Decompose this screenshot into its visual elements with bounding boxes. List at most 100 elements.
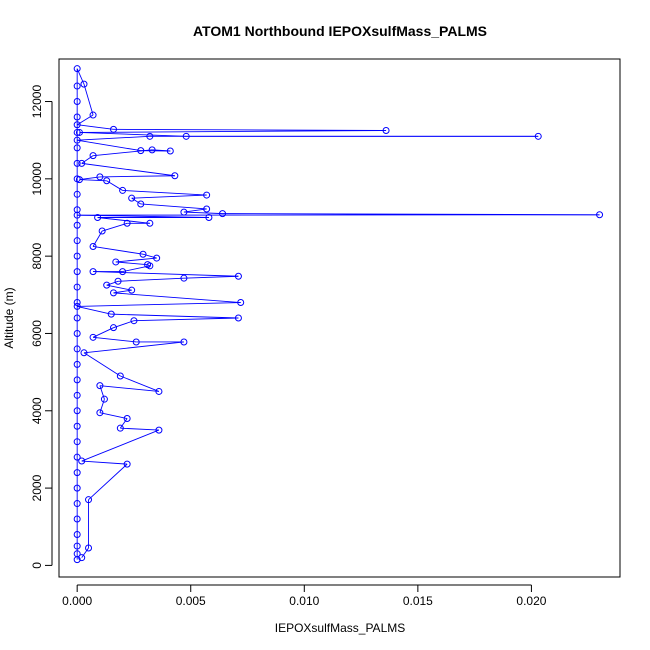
series-segment [93,149,153,157]
series-segment [106,284,132,291]
data-point [110,324,118,332]
data-point [73,136,81,144]
data-point [73,500,81,508]
y-axis: 0 2000 4000 6000 8000 10000 12000 [30,85,53,569]
series-segment [122,189,207,196]
data-point [146,219,154,227]
data-point [73,283,81,291]
series-segment [131,194,207,199]
data-point [73,407,81,415]
series-segment [113,292,241,303]
data-point [73,65,81,73]
data-point [103,177,111,185]
data-point [73,329,81,337]
data-point [73,221,81,229]
series-segment [183,208,207,213]
series-segment [93,271,239,277]
series-segment [142,253,157,259]
data-point [85,544,93,552]
data-point [203,205,211,213]
series-segment [77,305,112,315]
series-segment [99,399,105,413]
data-point [123,415,131,423]
data-point [73,391,81,399]
series-segment [83,341,184,354]
series-segment [79,130,387,133]
data-point [119,268,127,276]
chart-title: ATOM1 Northbound IEPOXsulfMass_PALMS [193,23,487,39]
data-point [219,210,227,218]
data-point [73,82,81,90]
series-segment [118,277,184,282]
data-point [78,554,86,562]
y-tick-label: 12000 [30,85,44,119]
series-segment [115,261,148,266]
data-point [73,206,81,214]
data-point [123,219,131,227]
data-point [73,530,81,538]
series-segment [99,175,175,178]
series-segment [99,385,105,400]
data-point [137,147,145,155]
series-lines [76,68,600,560]
data-point [96,382,104,390]
data-point [98,227,106,235]
data-point [73,484,81,492]
data-point [146,262,154,270]
data-point [73,302,81,310]
series-segment [131,197,142,205]
data-point [73,542,81,550]
data-point [237,299,245,307]
data-point [73,469,81,477]
data-point [73,252,81,260]
data-point [107,310,115,318]
x-axis: 0.000 0.005 0.010 0.015 0.020 [62,584,547,608]
series-points [73,65,604,564]
data-point [382,127,390,135]
data-point [128,194,136,202]
series-segment [77,124,114,130]
data-point [73,314,81,322]
series-segment [81,429,160,462]
plot-area-frame [58,58,621,578]
data-point [78,457,86,465]
series-segment [106,280,119,286]
series-segment [97,217,150,224]
y-tick-label: 6000 [30,320,44,347]
data-point [89,152,97,160]
data-point [89,333,97,341]
series-segment [111,313,239,319]
data-point [180,274,188,282]
data-point [112,258,120,266]
x-tick-label: 0.020 [516,594,546,608]
data-point [73,550,81,558]
data-point [534,132,542,140]
data-point [73,144,81,152]
data-point [85,496,93,504]
x-tick-label: 0.015 [403,594,433,608]
series-segment [93,246,144,255]
data-point [180,338,188,346]
data-point [153,254,161,262]
data-point [78,159,86,167]
data-point [132,338,140,346]
data-point [73,515,81,523]
series-segment [81,547,89,558]
data-point [75,176,83,184]
data-point [203,191,211,199]
data-point [155,426,163,434]
data-point [171,172,179,180]
data-point [73,453,81,461]
data-point [123,460,131,468]
data-point [234,272,242,280]
data-point [73,360,81,368]
series-segment [88,463,128,501]
data-point [96,409,104,417]
data-point [73,159,81,167]
data-point [80,80,88,88]
series-segment [140,203,207,210]
data-point [148,146,156,154]
x-tick-label: 0.010 [289,594,319,608]
